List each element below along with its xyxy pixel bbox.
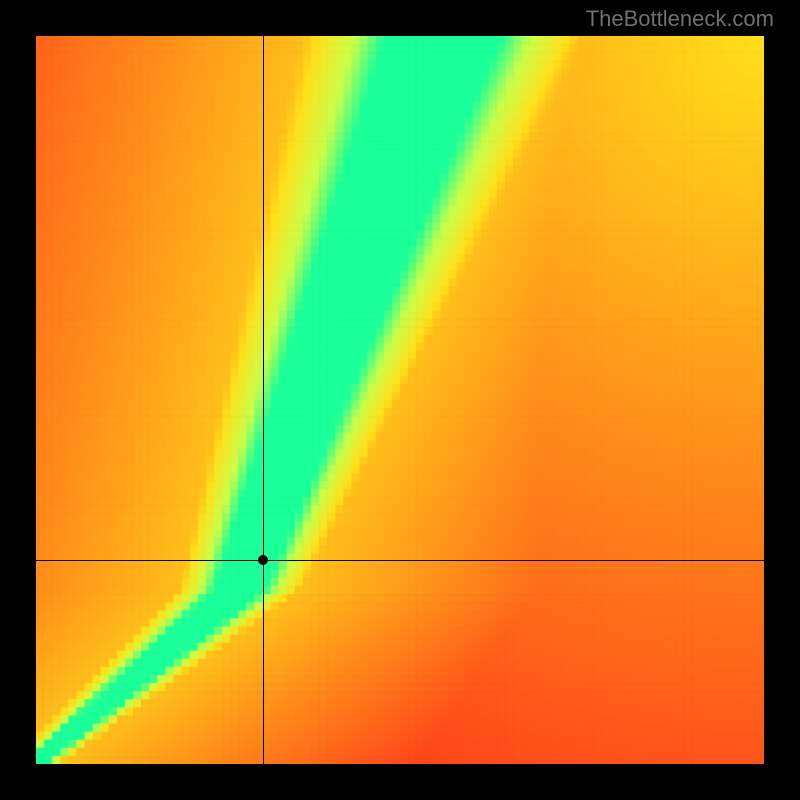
crosshair-marker xyxy=(258,555,268,565)
crosshair-horizontal xyxy=(36,560,764,561)
crosshair-vertical xyxy=(263,36,264,764)
watermark-text: TheBottleneck.com xyxy=(586,6,774,32)
heatmap-plot xyxy=(36,36,764,764)
heatmap-canvas xyxy=(36,36,764,764)
